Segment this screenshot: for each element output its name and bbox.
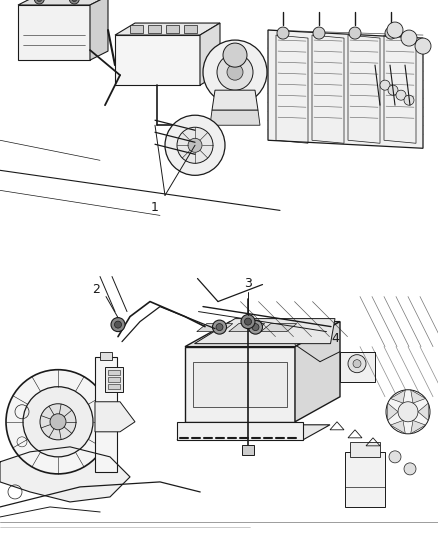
Circle shape xyxy=(385,27,397,39)
Bar xyxy=(193,362,287,407)
Circle shape xyxy=(111,318,125,332)
Circle shape xyxy=(223,43,247,67)
Bar xyxy=(345,452,385,507)
Polygon shape xyxy=(200,23,220,85)
Bar xyxy=(148,25,161,33)
Circle shape xyxy=(387,22,403,38)
Bar xyxy=(100,352,112,360)
Circle shape xyxy=(404,463,416,475)
Circle shape xyxy=(252,324,259,330)
Polygon shape xyxy=(194,319,335,344)
Circle shape xyxy=(212,320,226,334)
Polygon shape xyxy=(177,425,330,440)
Circle shape xyxy=(313,27,325,39)
Polygon shape xyxy=(229,324,265,332)
Bar xyxy=(108,384,120,389)
Circle shape xyxy=(188,138,202,152)
Circle shape xyxy=(401,30,417,46)
Polygon shape xyxy=(390,421,405,434)
Polygon shape xyxy=(0,447,130,502)
Polygon shape xyxy=(295,321,340,422)
Bar xyxy=(350,442,380,457)
Text: 2: 2 xyxy=(92,283,100,296)
Circle shape xyxy=(396,90,406,100)
Polygon shape xyxy=(177,422,303,440)
Polygon shape xyxy=(197,324,233,332)
Circle shape xyxy=(241,314,255,329)
Polygon shape xyxy=(411,421,426,434)
Polygon shape xyxy=(268,30,423,148)
Polygon shape xyxy=(261,324,297,332)
Polygon shape xyxy=(210,110,260,125)
Polygon shape xyxy=(340,352,375,382)
Circle shape xyxy=(227,64,243,80)
Polygon shape xyxy=(90,0,108,60)
Bar xyxy=(242,445,254,455)
Circle shape xyxy=(244,318,251,325)
Polygon shape xyxy=(411,390,426,403)
Circle shape xyxy=(415,38,431,54)
Circle shape xyxy=(23,387,93,457)
Polygon shape xyxy=(185,346,295,422)
Circle shape xyxy=(72,0,77,2)
Text: 3: 3 xyxy=(244,277,252,290)
Circle shape xyxy=(353,360,361,368)
Circle shape xyxy=(277,27,289,39)
Bar xyxy=(108,370,120,375)
Circle shape xyxy=(69,0,79,4)
Bar xyxy=(166,25,179,33)
Circle shape xyxy=(349,27,361,39)
Bar xyxy=(184,25,197,33)
Circle shape xyxy=(348,354,366,373)
Circle shape xyxy=(37,0,42,2)
Polygon shape xyxy=(185,321,340,346)
Text: 4: 4 xyxy=(331,332,339,345)
Polygon shape xyxy=(390,390,405,403)
Circle shape xyxy=(386,390,430,434)
Bar xyxy=(130,25,143,33)
Circle shape xyxy=(388,85,398,95)
Bar xyxy=(105,367,123,392)
Circle shape xyxy=(6,370,110,474)
Polygon shape xyxy=(18,5,90,60)
Polygon shape xyxy=(18,0,108,5)
Bar xyxy=(108,377,120,382)
Polygon shape xyxy=(212,90,258,110)
Circle shape xyxy=(114,321,121,328)
Circle shape xyxy=(177,127,213,163)
Circle shape xyxy=(398,402,418,422)
Polygon shape xyxy=(115,23,220,35)
Bar xyxy=(95,357,117,472)
Circle shape xyxy=(50,414,66,430)
Circle shape xyxy=(389,451,401,463)
Circle shape xyxy=(40,404,76,440)
Polygon shape xyxy=(115,35,200,85)
Circle shape xyxy=(165,115,225,175)
Circle shape xyxy=(203,40,267,104)
Circle shape xyxy=(216,324,223,330)
Polygon shape xyxy=(388,403,398,421)
Circle shape xyxy=(248,320,262,334)
Text: 1: 1 xyxy=(151,201,159,214)
Circle shape xyxy=(380,80,390,90)
Circle shape xyxy=(217,54,253,90)
Polygon shape xyxy=(418,403,428,421)
Polygon shape xyxy=(95,402,135,432)
Circle shape xyxy=(34,0,44,4)
Circle shape xyxy=(404,95,414,105)
